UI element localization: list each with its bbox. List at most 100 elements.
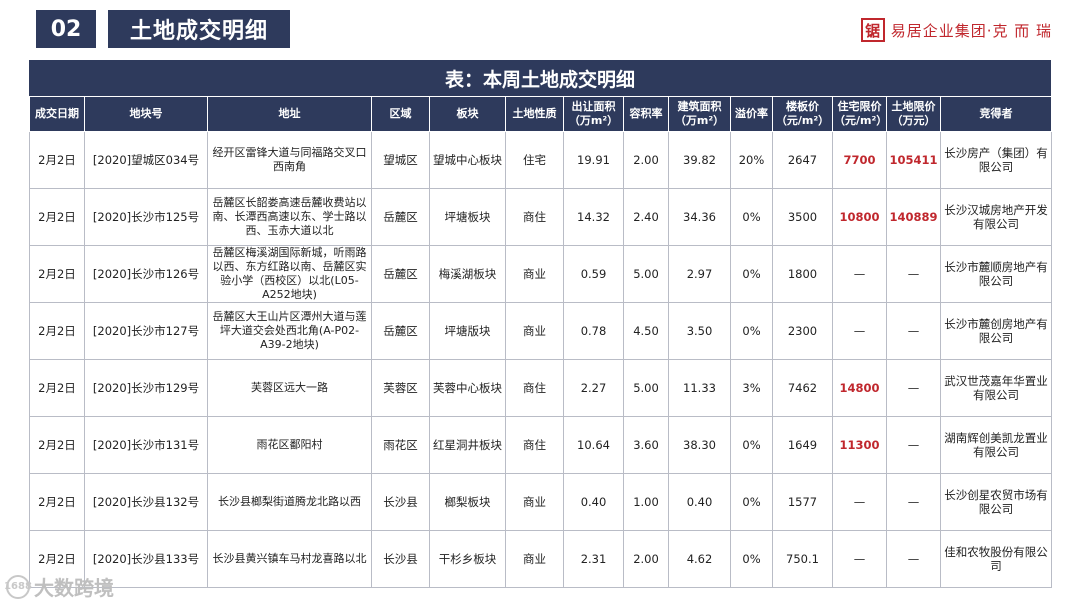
sector-cell: 芙蓉中心板块 bbox=[429, 359, 506, 417]
plot-ratio-cell: 4.50 bbox=[623, 302, 669, 360]
land-price-cap-cell: — bbox=[886, 302, 941, 360]
district-cell: 长沙县 bbox=[371, 473, 430, 531]
building-area-cell: 11.33 bbox=[668, 359, 731, 417]
land-use-cell: 商业 bbox=[505, 473, 564, 531]
residential-price-cap-cell: 10800 bbox=[832, 188, 887, 246]
winning-bidder-cell: 长沙市麓顺房地产有限公司 bbox=[940, 245, 1052, 303]
table-title: 表：本周土地成交明细 bbox=[29, 60, 1051, 96]
building-area-cell: 4.62 bbox=[668, 530, 731, 588]
land-price-cap-cell: — bbox=[886, 530, 941, 588]
land-use-cell: 住宅 bbox=[505, 131, 564, 189]
transfer-area-cell: 2.31 bbox=[563, 530, 624, 588]
transfer-area-cell: 10.64 bbox=[563, 416, 624, 474]
transfer-area-cell: 14.32 bbox=[563, 188, 624, 246]
column-header: 土地限价（万元） bbox=[886, 96, 941, 132]
district-cell: 雨花区 bbox=[371, 416, 430, 474]
transfer-area-cell: 0.78 bbox=[563, 302, 624, 360]
floor-price-cell: 3500 bbox=[772, 188, 833, 246]
land-price-cap-cell: 140889 bbox=[886, 188, 941, 246]
plot-number-cell: [2020]长沙市125号 bbox=[84, 188, 208, 246]
building-area-cell: 3.50 bbox=[668, 302, 731, 360]
brand: 锯 易居企业集团·克 而 瑞 bbox=[860, 16, 1052, 44]
table-body: 2月2日 [2020]望城区034号 经开区雷锋大道与同福路交叉口西南角 望城区 望城中… bbox=[29, 131, 1052, 588]
table-row: 2月2日 [2020]长沙市131号 雨花区鄱阳村 雨花区 红星洞井板块 商住 10.64 3… bbox=[29, 416, 1052, 474]
watermark-logo-icon: 1688 bbox=[4, 574, 32, 599]
district-cell: 岳麓区 bbox=[371, 302, 430, 360]
land-deal-table-container: 表：本周土地成交明细 成交日期 地块号 地址 区域 板块 土地性质 出让面积（万… bbox=[29, 60, 1052, 588]
table-row: 2月2日 [2020]长沙市129号 芙蓉区远大一路 芙蓉区 芙蓉中心板块 商住 2.27 5… bbox=[29, 359, 1052, 417]
floor-price-cell: 1800 bbox=[772, 245, 833, 303]
table-header-row: 成交日期 地块号 地址 区域 板块 土地性质 出让面积（万m²） 容积率 建筑面… bbox=[29, 96, 1052, 132]
plot-number-cell: [2020]长沙县132号 bbox=[84, 473, 208, 531]
building-area-cell: 2.97 bbox=[668, 245, 731, 303]
column-header: 容积率 bbox=[623, 96, 669, 132]
brand-logo-icon: 锯 bbox=[860, 18, 885, 42]
plot-ratio-cell: 2.40 bbox=[623, 188, 669, 246]
section-title: 土地成交明细 bbox=[108, 10, 290, 48]
floor-price-cell: 2647 bbox=[772, 131, 833, 189]
district-cell: 长沙县 bbox=[371, 530, 430, 588]
plot-number-cell: [2020]长沙市129号 bbox=[84, 359, 208, 417]
column-header: 地址 bbox=[207, 96, 372, 132]
premium-rate-cell: 0% bbox=[730, 416, 773, 474]
table-row: 2月2日 [2020]长沙县133号 长沙县黄兴镇车马村龙喜路以北 长沙县 干杉乡板块商… bbox=[29, 530, 1052, 588]
transfer-area-cell: 19.91 bbox=[563, 131, 624, 189]
floor-price-cell: 750.1 bbox=[772, 530, 833, 588]
address-cell: 岳麓区梅溪湖国际新城，听雨路以西、东方红路以南、岳麓区实验小学（西校区）以北(L… bbox=[207, 245, 372, 303]
sector-cell: 干杉乡板块 bbox=[429, 530, 506, 588]
deal-date-cell: 2月2日 bbox=[29, 473, 85, 531]
address-cell: 岳麓区长韶娄高速岳麓收费站以南、长潭西高速以东、学士路以西、玉赤大道以北 bbox=[207, 188, 372, 246]
sector-cell: 梅溪湖板块 bbox=[429, 245, 506, 303]
plot-ratio-cell: 3.60 bbox=[623, 416, 669, 474]
land-use-cell: 商住 bbox=[505, 188, 564, 246]
land-price-cap-cell: — bbox=[886, 245, 941, 303]
address-cell: 长沙县榔梨街道腾龙北路以西 bbox=[207, 473, 372, 531]
brand-name: 易居企业集团·克 而 瑞 bbox=[890, 21, 1052, 40]
premium-rate-cell: 20% bbox=[730, 131, 773, 189]
premium-rate-cell: 0% bbox=[730, 188, 773, 246]
residential-price-cap-cell: — bbox=[832, 473, 887, 531]
land-price-cap-cell: — bbox=[886, 359, 941, 417]
column-header: 楼板价（元/m²） bbox=[772, 96, 833, 132]
deal-date-cell: 2月2日 bbox=[29, 131, 85, 189]
column-header: 竞得者 bbox=[940, 96, 1052, 132]
land-price-cap-cell: — bbox=[886, 416, 941, 474]
land-use-cell: 商业 bbox=[505, 302, 564, 360]
table-row: 2月2日 [2020]长沙市127号 岳麓区大王山片区潭州大道与莲坪大道交会处西北角… bbox=[29, 302, 1052, 360]
plot-ratio-cell: 2.00 bbox=[623, 131, 669, 189]
address-cell: 长沙县黄兴镇车马村龙喜路以北 bbox=[207, 530, 372, 588]
district-cell: 芙蓉区 bbox=[371, 359, 430, 417]
watermark: 1688 大数跨境 bbox=[4, 572, 114, 601]
plot-ratio-cell: 5.00 bbox=[623, 245, 669, 303]
column-header: 地块号 bbox=[84, 96, 208, 132]
building-area-cell: 0.40 bbox=[668, 473, 731, 531]
sector-cell: 望城中心板块 bbox=[429, 131, 506, 189]
floor-price-cell: 2300 bbox=[772, 302, 833, 360]
premium-rate-cell: 0% bbox=[730, 302, 773, 360]
premium-rate-cell: 0% bbox=[730, 473, 773, 531]
building-area-cell: 39.82 bbox=[668, 131, 731, 189]
deal-date-cell: 2月2日 bbox=[29, 359, 85, 417]
plot-ratio-cell: 5.00 bbox=[623, 359, 669, 417]
floor-price-cell: 1577 bbox=[772, 473, 833, 531]
plot-ratio-cell: 1.00 bbox=[623, 473, 669, 531]
address-cell: 芙蓉区远大一路 bbox=[207, 359, 372, 417]
column-header: 建筑面积（万m²） bbox=[668, 96, 731, 132]
transfer-area-cell: 0.40 bbox=[563, 473, 624, 531]
sector-cell: 榔梨板块 bbox=[429, 473, 506, 531]
residential-price-cap-cell: 14800 bbox=[832, 359, 887, 417]
transfer-area-cell: 2.27 bbox=[563, 359, 624, 417]
address-cell: 经开区雷锋大道与同福路交叉口西南角 bbox=[207, 131, 372, 189]
deal-date-cell: 2月2日 bbox=[29, 530, 85, 588]
sector-cell: 坪塘板块 bbox=[429, 188, 506, 246]
winning-bidder-cell: 武汉世茂嘉年华置业有限公司 bbox=[940, 359, 1052, 417]
winning-bidder-cell: 长沙房产（集团）有限公司 bbox=[940, 131, 1052, 189]
column-header: 溢价率 bbox=[730, 96, 773, 132]
deal-date-cell: 2月2日 bbox=[29, 416, 85, 474]
building-area-cell: 38.30 bbox=[668, 416, 731, 474]
land-price-cap-cell: 105411 bbox=[886, 131, 941, 189]
residential-price-cap-cell: — bbox=[832, 302, 887, 360]
winning-bidder-cell: 长沙创星农贸市场有限公司 bbox=[940, 473, 1052, 531]
plot-number-cell: [2020]长沙市126号 bbox=[84, 245, 208, 303]
plot-ratio-cell: 2.00 bbox=[623, 530, 669, 588]
